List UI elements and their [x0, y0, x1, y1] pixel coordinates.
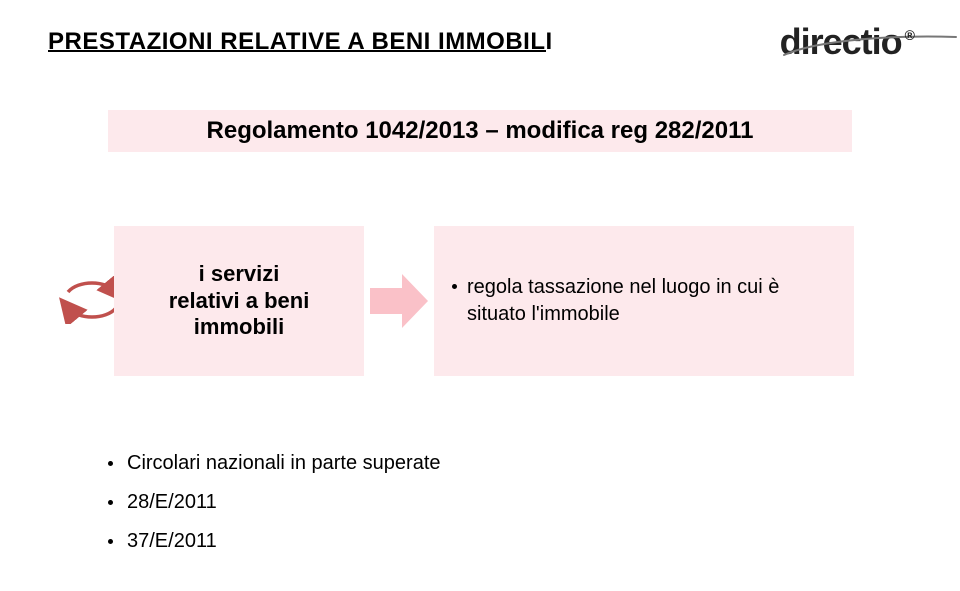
panel-left-line2: relativi a beni: [169, 288, 310, 314]
header: PRESTAZIONI RELATIVE A BENI IMMOBILI dir…: [48, 14, 912, 70]
list-item-text: Circolari nazionali in parte superate: [127, 452, 441, 475]
bullet-dot-icon: [108, 539, 113, 544]
list-item: 28/E/2011: [108, 491, 900, 514]
title-underline: [48, 50, 546, 52]
bullet-dot-icon: [108, 500, 113, 505]
list-item-text: 28/E/2011: [127, 491, 217, 514]
panel-right-bullet: regola tassazione nel luogo in cui è sit…: [452, 274, 832, 328]
logo-text: directio: [780, 21, 902, 63]
subtitle: Regolamento 1042/2013 – modifica reg 282…: [207, 117, 754, 145]
list-item: Circolari nazionali in parte superate: [108, 452, 900, 475]
panel-right-text: regola tassazione nel luogo in cui è sit…: [467, 274, 832, 328]
slide: PRESTAZIONI RELATIVE A BENI IMMOBILI dir…: [0, 0, 960, 591]
brand-logo: directio ®: [780, 21, 912, 63]
bottom-list: Circolari nazionali in parte superate 28…: [108, 452, 900, 569]
subtitle-band: Regolamento 1042/2013 – modifica reg 282…: [108, 110, 852, 152]
list-item: 37/E/2011: [108, 530, 900, 553]
panels-row: i servizi relativi a beni immobili regol…: [114, 226, 854, 376]
arrow-right-icon: [368, 272, 430, 330]
logo-registered: ®: [905, 27, 914, 43]
bullet-dot-icon: [108, 461, 113, 466]
panel-left-line3: immobili: [194, 314, 284, 340]
list-item-text: 37/E/2011: [127, 530, 217, 553]
arrow-gap: [364, 226, 434, 376]
bullet-dot-icon: [452, 284, 457, 289]
panel-right: regola tassazione nel luogo in cui è sit…: [434, 226, 854, 376]
panel-left: i servizi relativi a beni immobili: [114, 226, 364, 376]
panel-left-line1: i servizi: [199, 261, 280, 287]
